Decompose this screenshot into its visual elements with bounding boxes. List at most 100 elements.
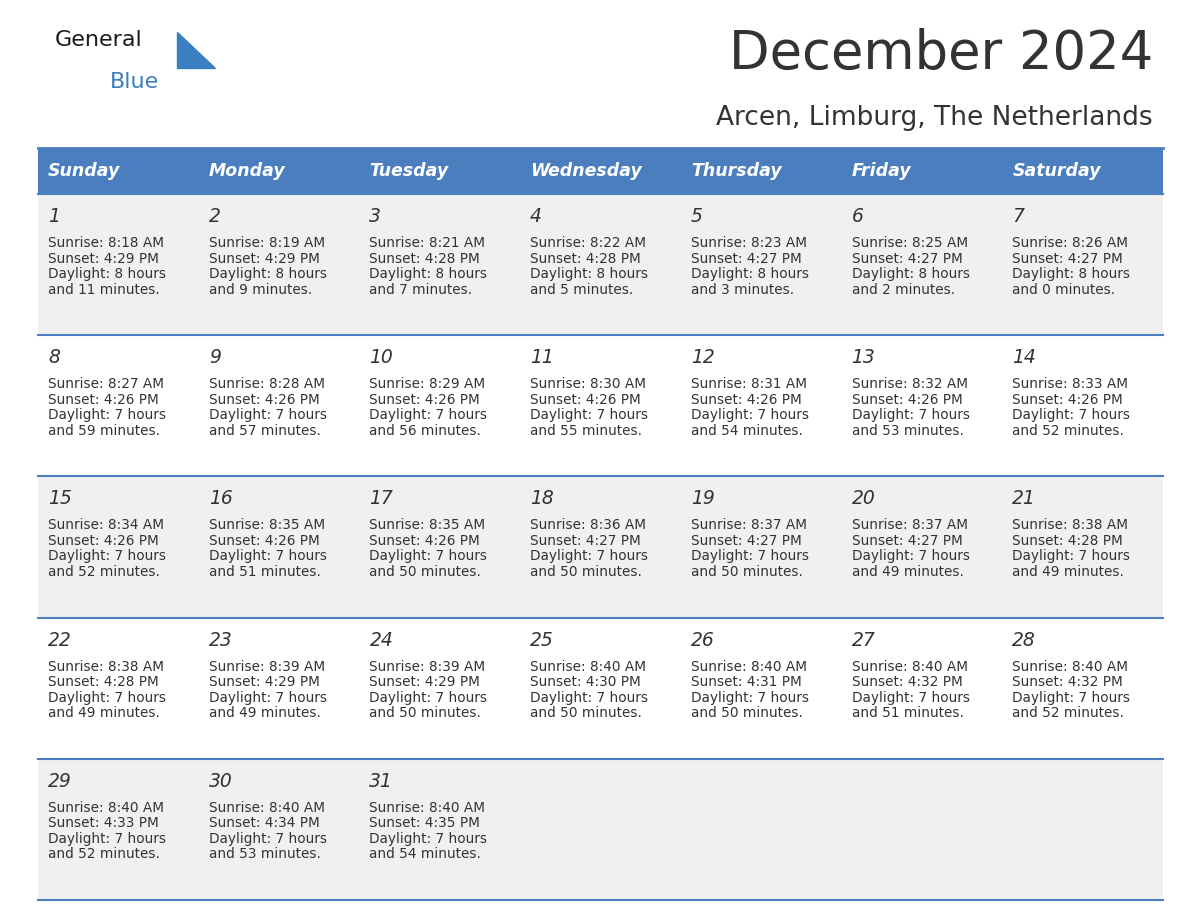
Text: Sunset: 4:26 PM: Sunset: 4:26 PM xyxy=(530,393,640,407)
Text: Daylight: 7 hours: Daylight: 7 hours xyxy=(530,690,649,705)
Text: Sunset: 4:26 PM: Sunset: 4:26 PM xyxy=(369,534,480,548)
Text: Sunset: 4:27 PM: Sunset: 4:27 PM xyxy=(691,252,802,265)
Text: and 52 minutes.: and 52 minutes. xyxy=(48,565,160,579)
Text: Sunrise: 8:40 AM: Sunrise: 8:40 AM xyxy=(852,660,967,674)
Text: 8: 8 xyxy=(48,348,59,367)
Text: Sunset: 4:30 PM: Sunset: 4:30 PM xyxy=(530,675,640,689)
Text: Wednesday: Wednesday xyxy=(530,162,642,180)
Text: and 51 minutes.: and 51 minutes. xyxy=(209,565,321,579)
Text: and 59 minutes.: and 59 minutes. xyxy=(48,424,160,438)
Text: Daylight: 7 hours: Daylight: 7 hours xyxy=(691,409,809,422)
Text: 15: 15 xyxy=(48,489,71,509)
Text: Sunrise: 8:40 AM: Sunrise: 8:40 AM xyxy=(369,800,486,815)
Text: Daylight: 7 hours: Daylight: 7 hours xyxy=(530,409,649,422)
Text: Daylight: 7 hours: Daylight: 7 hours xyxy=(852,549,969,564)
Text: and 57 minutes.: and 57 minutes. xyxy=(209,424,321,438)
Text: 4: 4 xyxy=(530,207,542,226)
Text: Sunrise: 8:19 AM: Sunrise: 8:19 AM xyxy=(209,236,324,250)
Text: Daylight: 7 hours: Daylight: 7 hours xyxy=(852,690,969,705)
Text: and 49 minutes.: and 49 minutes. xyxy=(48,706,160,720)
Text: and 51 minutes.: and 51 minutes. xyxy=(852,706,963,720)
Text: Sunset: 4:29 PM: Sunset: 4:29 PM xyxy=(369,675,480,689)
Text: and 49 minutes.: and 49 minutes. xyxy=(1012,565,1124,579)
Text: Friday: Friday xyxy=(852,162,911,180)
Text: and 53 minutes.: and 53 minutes. xyxy=(209,847,321,861)
Bar xyxy=(38,476,1163,618)
Text: Monday: Monday xyxy=(209,162,285,180)
Bar xyxy=(38,148,1163,194)
Text: Sunset: 4:26 PM: Sunset: 4:26 PM xyxy=(48,534,159,548)
Text: Sunrise: 8:39 AM: Sunrise: 8:39 AM xyxy=(209,660,324,674)
Text: 9: 9 xyxy=(209,348,221,367)
Text: Sunset: 4:27 PM: Sunset: 4:27 PM xyxy=(530,534,640,548)
Text: and 49 minutes.: and 49 minutes. xyxy=(209,706,321,720)
Text: Sunrise: 8:25 AM: Sunrise: 8:25 AM xyxy=(852,236,968,250)
Text: 19: 19 xyxy=(691,489,715,509)
Bar xyxy=(38,759,1163,900)
Text: and 9 minutes.: and 9 minutes. xyxy=(209,283,312,297)
Text: Daylight: 8 hours: Daylight: 8 hours xyxy=(48,267,166,281)
Text: 5: 5 xyxy=(691,207,703,226)
Text: Sunrise: 8:37 AM: Sunrise: 8:37 AM xyxy=(691,519,807,532)
Text: Sunset: 4:32 PM: Sunset: 4:32 PM xyxy=(852,675,962,689)
Text: Sunset: 4:27 PM: Sunset: 4:27 PM xyxy=(852,252,962,265)
Text: 18: 18 xyxy=(530,489,554,509)
Text: and 54 minutes.: and 54 minutes. xyxy=(691,424,803,438)
Text: and 50 minutes.: and 50 minutes. xyxy=(530,565,642,579)
Text: Sunset: 4:26 PM: Sunset: 4:26 PM xyxy=(852,393,962,407)
Text: and 50 minutes.: and 50 minutes. xyxy=(369,565,481,579)
Text: and 0 minutes.: and 0 minutes. xyxy=(1012,283,1116,297)
Text: Daylight: 7 hours: Daylight: 7 hours xyxy=(209,409,327,422)
Text: December 2024: December 2024 xyxy=(728,28,1154,80)
Text: Sunset: 4:29 PM: Sunset: 4:29 PM xyxy=(48,252,159,265)
Text: 13: 13 xyxy=(852,348,876,367)
Text: Sunrise: 8:21 AM: Sunrise: 8:21 AM xyxy=(369,236,486,250)
Text: 31: 31 xyxy=(369,772,393,790)
Text: Sunrise: 8:38 AM: Sunrise: 8:38 AM xyxy=(1012,519,1129,532)
Text: Daylight: 7 hours: Daylight: 7 hours xyxy=(530,549,649,564)
Text: Daylight: 7 hours: Daylight: 7 hours xyxy=(48,832,166,845)
Text: Sunrise: 8:34 AM: Sunrise: 8:34 AM xyxy=(48,519,164,532)
Text: Sunset: 4:26 PM: Sunset: 4:26 PM xyxy=(209,534,320,548)
Text: 3: 3 xyxy=(369,207,381,226)
Text: Daylight: 8 hours: Daylight: 8 hours xyxy=(369,267,487,281)
Text: Tuesday: Tuesday xyxy=(369,162,449,180)
Text: 26: 26 xyxy=(691,631,715,650)
Text: 7: 7 xyxy=(1012,207,1024,226)
Text: Sunrise: 8:26 AM: Sunrise: 8:26 AM xyxy=(1012,236,1129,250)
Text: Sunset: 4:32 PM: Sunset: 4:32 PM xyxy=(1012,675,1123,689)
Text: Daylight: 7 hours: Daylight: 7 hours xyxy=(369,409,487,422)
Text: and 11 minutes.: and 11 minutes. xyxy=(48,283,159,297)
Polygon shape xyxy=(177,32,215,68)
Text: 20: 20 xyxy=(852,489,876,509)
Text: 16: 16 xyxy=(209,489,233,509)
Text: Sunset: 4:33 PM: Sunset: 4:33 PM xyxy=(48,816,159,830)
Text: Blue: Blue xyxy=(110,72,159,92)
Text: and 50 minutes.: and 50 minutes. xyxy=(530,706,642,720)
Text: and 2 minutes.: and 2 minutes. xyxy=(852,283,955,297)
Text: Thursday: Thursday xyxy=(691,162,782,180)
Text: Daylight: 8 hours: Daylight: 8 hours xyxy=(691,267,809,281)
Text: Sunrise: 8:40 AM: Sunrise: 8:40 AM xyxy=(209,800,324,815)
Text: 29: 29 xyxy=(48,772,71,790)
Text: and 5 minutes.: and 5 minutes. xyxy=(530,283,633,297)
Text: Sunset: 4:28 PM: Sunset: 4:28 PM xyxy=(1012,534,1123,548)
Text: Sunrise: 8:37 AM: Sunrise: 8:37 AM xyxy=(852,519,967,532)
Text: Sunrise: 8:35 AM: Sunrise: 8:35 AM xyxy=(369,519,486,532)
Bar xyxy=(38,335,1163,476)
Text: Daylight: 7 hours: Daylight: 7 hours xyxy=(1012,409,1130,422)
Text: 11: 11 xyxy=(530,348,554,367)
Text: Sunrise: 8:38 AM: Sunrise: 8:38 AM xyxy=(48,660,164,674)
Text: Sunrise: 8:40 AM: Sunrise: 8:40 AM xyxy=(48,800,164,815)
Text: Daylight: 7 hours: Daylight: 7 hours xyxy=(691,549,809,564)
Text: Sunrise: 8:22 AM: Sunrise: 8:22 AM xyxy=(530,236,646,250)
Text: 6: 6 xyxy=(852,207,864,226)
Text: Sunset: 4:26 PM: Sunset: 4:26 PM xyxy=(48,393,159,407)
Text: 2: 2 xyxy=(209,207,221,226)
Text: and 50 minutes.: and 50 minutes. xyxy=(691,706,803,720)
Text: Sunset: 4:29 PM: Sunset: 4:29 PM xyxy=(209,675,320,689)
Text: and 49 minutes.: and 49 minutes. xyxy=(852,565,963,579)
Text: Daylight: 8 hours: Daylight: 8 hours xyxy=(852,267,969,281)
Text: 25: 25 xyxy=(530,631,554,650)
Text: General: General xyxy=(55,30,143,50)
